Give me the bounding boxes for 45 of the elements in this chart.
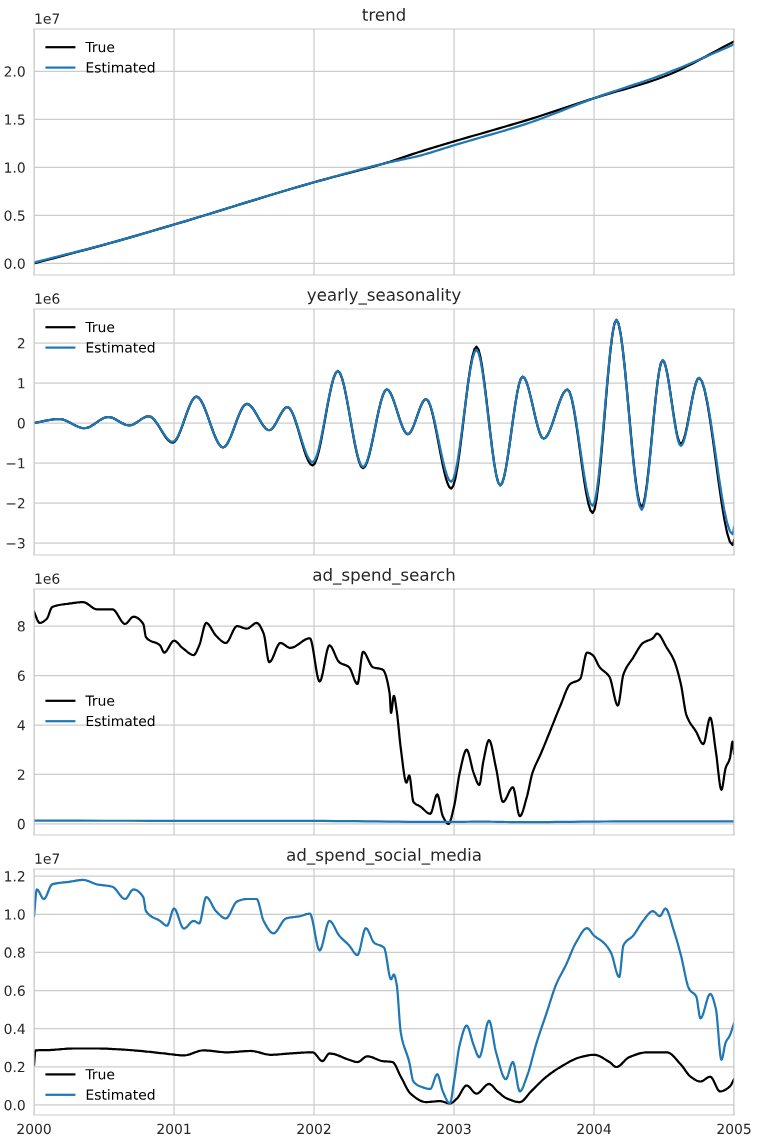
y-tick-label: 1.0 [5,162,25,173]
chart-title: yearly_seasonality [307,288,461,305]
y-tick-label: −3 [6,537,25,549]
chart-title: ad_spend_social_media [287,848,481,865]
y-tick-label: 0 [17,417,25,429]
y-tick-label: 0.6 [4,985,25,996]
text: 1e7 [35,13,60,24]
x-tick-label: 2003 [437,1123,471,1135]
text: 1e6 [35,293,60,304]
y-tick-label: 1.5 [5,114,25,125]
legend-label: True [85,1069,115,1080]
y-tick-label: 0.5 [4,210,25,221]
y-tick-label: 1 [18,378,25,389]
x-tick-label: 2000 [17,1123,51,1135]
y-tick-label: −1 [6,458,25,469]
y-tick-label: 4 [17,720,25,731]
y-tick-label: 1.0 [5,909,25,920]
y-tick-label: 2.0 [4,66,25,77]
legend-label: Estimated [86,1089,155,1100]
chart-title: ad_spend_search [313,568,455,585]
chart-title: trend [362,8,405,21]
y-tick-label: 2 [17,769,25,780]
y-tick-label: 6 [17,670,25,682]
y-tick-label: 0.8 [4,947,25,958]
x-tick-label: 2001 [157,1123,191,1135]
y-tick-label: 8 [17,621,25,632]
legend-label: True [85,695,115,706]
text: 1e6 [35,573,60,584]
legend-label: True [85,41,115,53]
legend-label: Estimated [86,341,155,353]
y-tick-label: 0.4 [4,1023,25,1035]
y-tick-label: 2 [17,337,25,349]
x-tick-label: 2004 [577,1123,611,1135]
y-tick-label: 0.2 [4,1061,25,1073]
legend-label: Estimated [86,61,155,73]
x-tick-label: 2002 [297,1123,331,1135]
text: 1e7 [35,853,60,864]
legend-label: Estimated [86,715,155,727]
legend-label: True [85,321,115,333]
x-tick-label: 2005 [717,1123,751,1135]
y-tick-label: −2 [6,497,25,509]
y-tick-label: 1.2 [5,871,25,882]
y-tick-label: 0.0 [4,258,25,269]
y-tick-label: 0.0 [4,1099,25,1111]
y-tick-label: 0 [17,818,25,830]
